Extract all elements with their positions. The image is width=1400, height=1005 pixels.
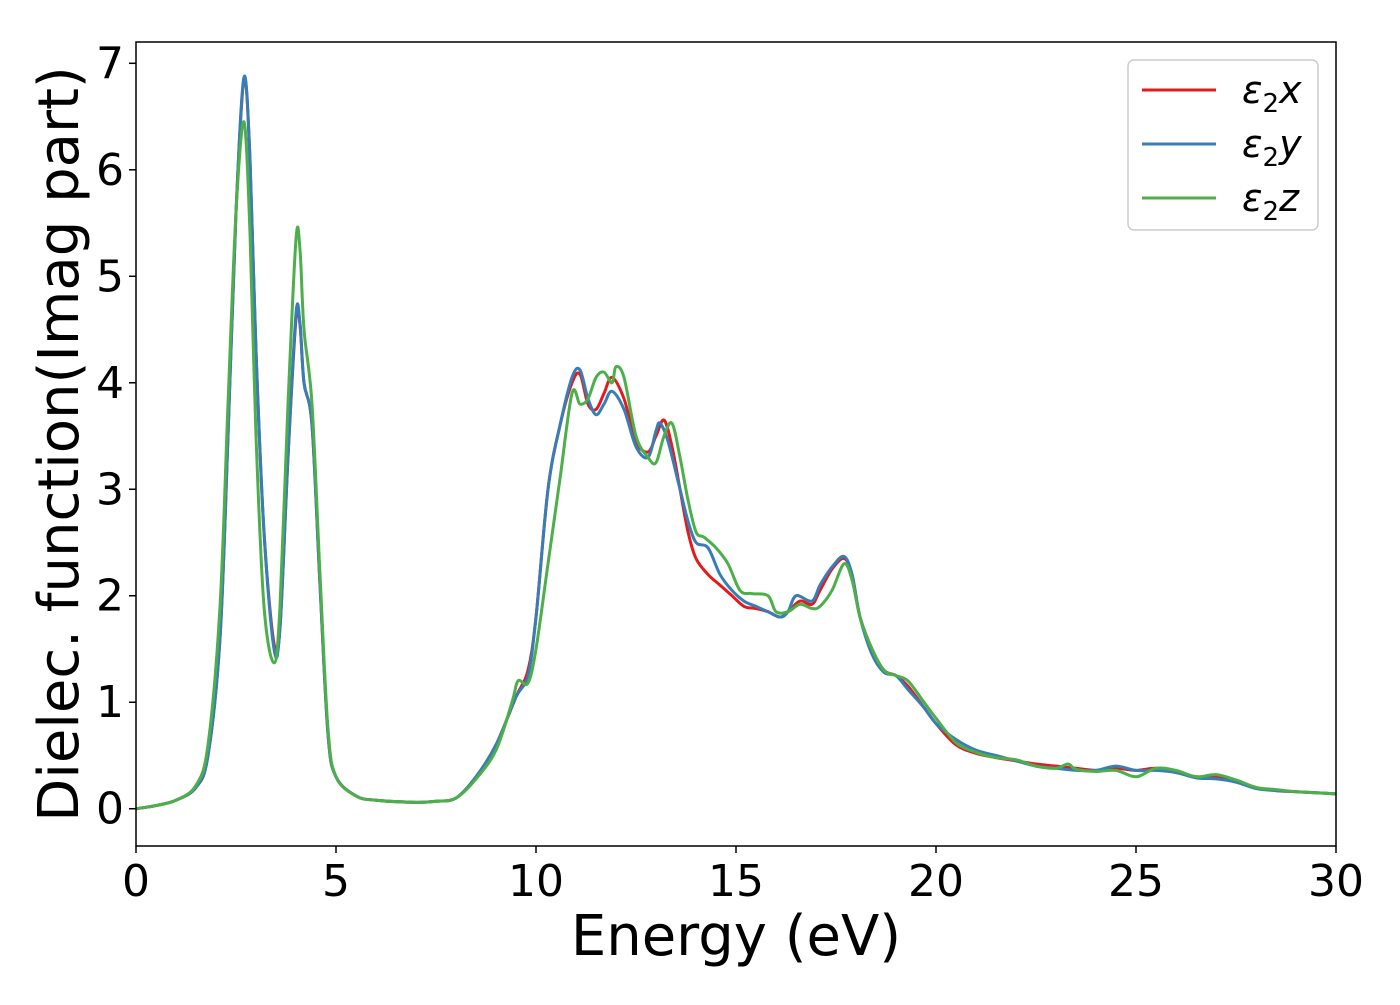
y-tick-label: 3 — [96, 464, 124, 515]
y-tick-label: 0 — [96, 784, 124, 835]
x-tick-label: 10 — [508, 856, 564, 907]
x-axis-title: Energy (eV) — [571, 904, 901, 969]
legend-label-z: ε2z — [1242, 176, 1300, 227]
legend-box — [1127, 59, 1319, 231]
x-tick-label: 25 — [1108, 856, 1164, 907]
series-line-z — [135, 120, 1337, 811]
x-tick-label: 20 — [908, 856, 964, 907]
y-axis-title: Dielec. function(Imag part) — [27, 66, 92, 822]
legend-label-x: ε2x — [1242, 68, 1302, 119]
y-tick-label: 5 — [96, 251, 124, 302]
y-tick-label: 7 — [96, 38, 124, 89]
y-tick-label: 1 — [96, 677, 124, 728]
x-tick-label: 0 — [122, 856, 150, 907]
axis-ticks: 0 5 10 15 20 25 30 0 1 2 3 4 5 6 7 — [96, 38, 1364, 907]
y-tick-label: 2 — [96, 571, 124, 622]
legend-label-y: ε2y — [1242, 122, 1302, 173]
y-tick-label: 4 — [96, 358, 124, 409]
x-tick-label: 5 — [322, 856, 350, 907]
y-tick-label: 6 — [96, 145, 124, 196]
x-tick-label: 15 — [708, 856, 764, 907]
series-layer — [135, 74, 1337, 811]
x-tick-label: 30 — [1308, 856, 1364, 907]
